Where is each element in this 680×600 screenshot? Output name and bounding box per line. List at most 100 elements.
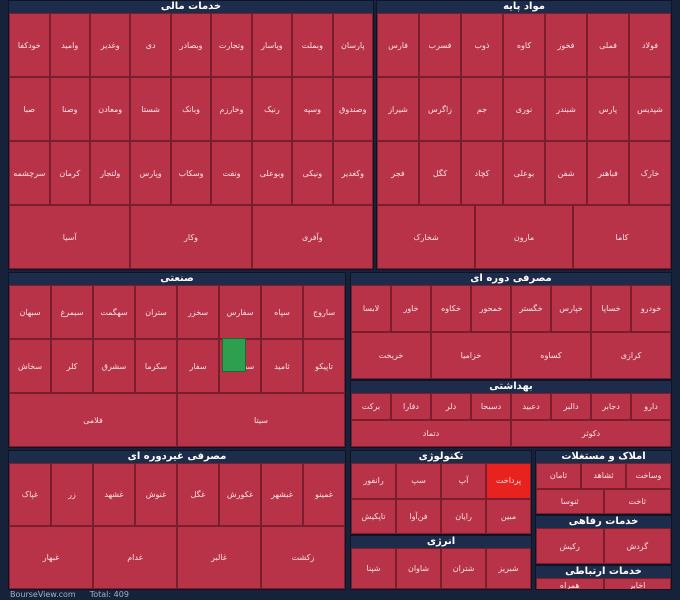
tile: فارس (377, 13, 419, 77)
tile: پارسان (332, 13, 373, 77)
tile: دجابر (591, 393, 631, 420)
tile: ثاخت (603, 488, 671, 514)
tile: دی (130, 13, 171, 77)
tile: غکورش (219, 463, 261, 526)
tile: زکشت (261, 526, 345, 589)
tile: سفارس (219, 285, 261, 339)
tile: ذوب (461, 13, 503, 77)
tile: مارون (475, 205, 573, 269)
tile: دفارا (391, 393, 431, 420)
tile: ساروج (303, 285, 345, 339)
tile-area: غمینو غبشهر غکورش غگل غنوش غشهد زر غپاک زکشت غالب… (9, 463, 345, 589)
tile: کچاد (461, 141, 503, 205)
sector-title: صنعتی (9, 273, 345, 285)
tile: فملی (587, 13, 629, 77)
tile: شتران (441, 548, 486, 589)
tile: شفن (545, 141, 587, 205)
tile: خزامیا (431, 332, 511, 379)
tile: ونیکی (292, 141, 333, 205)
tile: فلامی (9, 393, 177, 447)
tile: سهگمت (93, 285, 135, 339)
tile: پرداخت (486, 463, 531, 499)
tile: تاپیکو (303, 339, 345, 393)
sector-title: خدمات مالی (9, 1, 373, 13)
tile: وامید (49, 13, 90, 77)
tile: شیراز (377, 77, 419, 141)
sector: خدمات مالی پارسان وبملت وپاسار وتجارت وبصادر د… (8, 0, 374, 270)
tile: غگل (177, 463, 219, 526)
sector-title: مصرفی غیردوره ای (9, 451, 345, 463)
tile: زر (51, 463, 93, 526)
tile: سپ (396, 463, 441, 499)
tile: ثشاهد (581, 463, 626, 489)
tile: رکیش (536, 528, 604, 564)
tile: فن‌آوا (396, 498, 441, 534)
tile: تاپکیش (351, 498, 396, 534)
tile: سخزر (177, 285, 219, 339)
tile: غبهار (9, 526, 93, 589)
tile: خودرو (631, 285, 671, 332)
tile: خگستر (511, 285, 551, 332)
tile: وبانک (170, 77, 212, 141)
sector: تکنولوژی پرداخت آپ سپ رانفور مبین رایان فن‌آوا ت… (350, 450, 532, 535)
tile: کرازی (591, 332, 671, 379)
tile: بوعلی (503, 141, 545, 205)
sector-title: مواد پایه (377, 1, 671, 13)
tile: وآفری (251, 205, 373, 269)
tile: رایان (441, 498, 486, 534)
tile: شاوان (396, 548, 441, 589)
tile: کساوه (511, 332, 591, 379)
tile-area: دارو دجابر دالبر دعبید دسبحا دلر دفارا برکت دکوث… (351, 393, 671, 447)
tile: دعبید (511, 393, 551, 420)
footer: BourseView.com Total: 409 (10, 590, 143, 599)
tile: وکار (130, 205, 252, 269)
tile: گردش (603, 528, 671, 564)
tile: غالبر (177, 526, 261, 589)
tile: خمحور (471, 285, 511, 332)
tile-area: ساروج سپاه سفارس سخزر ستران سهگمت سیمرغ سبهان تا… (9, 285, 345, 447)
tile: ونفت (211, 141, 252, 205)
tile: فخوز (545, 13, 587, 77)
tile: وپارس (130, 141, 171, 205)
tile: شپنا (351, 548, 396, 589)
tile: اخابر (603, 578, 671, 589)
tile: ثامان (536, 463, 581, 489)
tile: خارک (629, 141, 671, 205)
tile: آسیا (9, 205, 131, 269)
tile: وتجارت (211, 13, 252, 77)
tile: مبین (486, 498, 531, 534)
tile: شبریز (486, 548, 531, 589)
tile: برکت (351, 393, 391, 420)
sector: بهداشتی دارو دجابر دالبر دعبید دسبحا دلر دفارا ب… (350, 380, 672, 448)
tile: فجر (377, 141, 419, 205)
tile: وسکاب (170, 141, 212, 205)
tile: خاور (391, 285, 431, 332)
tile: کاوه (503, 13, 545, 77)
tile: سبهان (9, 285, 51, 339)
sector-title: تکنولوژی (351, 451, 531, 463)
tile: غدام (93, 526, 177, 589)
tile: وبوعلی (251, 141, 293, 205)
sector: خدمات رفاهی گردش رکیش (535, 515, 672, 565)
tile-area: اخابر همراه (536, 578, 671, 589)
sector: املاک و مستغلات وساخت ثشاهد ثامان ثاخت ثنوسا (535, 450, 672, 515)
tile: فباهنر (587, 141, 629, 205)
tile: وخارزم (211, 77, 252, 141)
tile: خریخت (351, 332, 431, 379)
tile: غپاک (9, 463, 51, 526)
tile-positive (222, 338, 246, 372)
tile: وبصادر (170, 13, 212, 77)
tile: ثنوسا (536, 488, 604, 514)
tile: خکاوه (431, 285, 471, 332)
sector: انرژی شبریز شتران شاوان شپنا (350, 535, 532, 590)
tile: دالبر (551, 393, 591, 420)
tile: وپاسار (251, 13, 293, 77)
tile: دکوثر (511, 420, 671, 447)
sector-title: انرژی (351, 536, 531, 548)
tile: سشرق (93, 339, 135, 393)
tile: فولاد (629, 13, 671, 77)
tile: زاگرس (419, 77, 461, 141)
sector-title: مصرفی دوره ای (351, 273, 671, 285)
tile: سیتا (177, 393, 345, 447)
